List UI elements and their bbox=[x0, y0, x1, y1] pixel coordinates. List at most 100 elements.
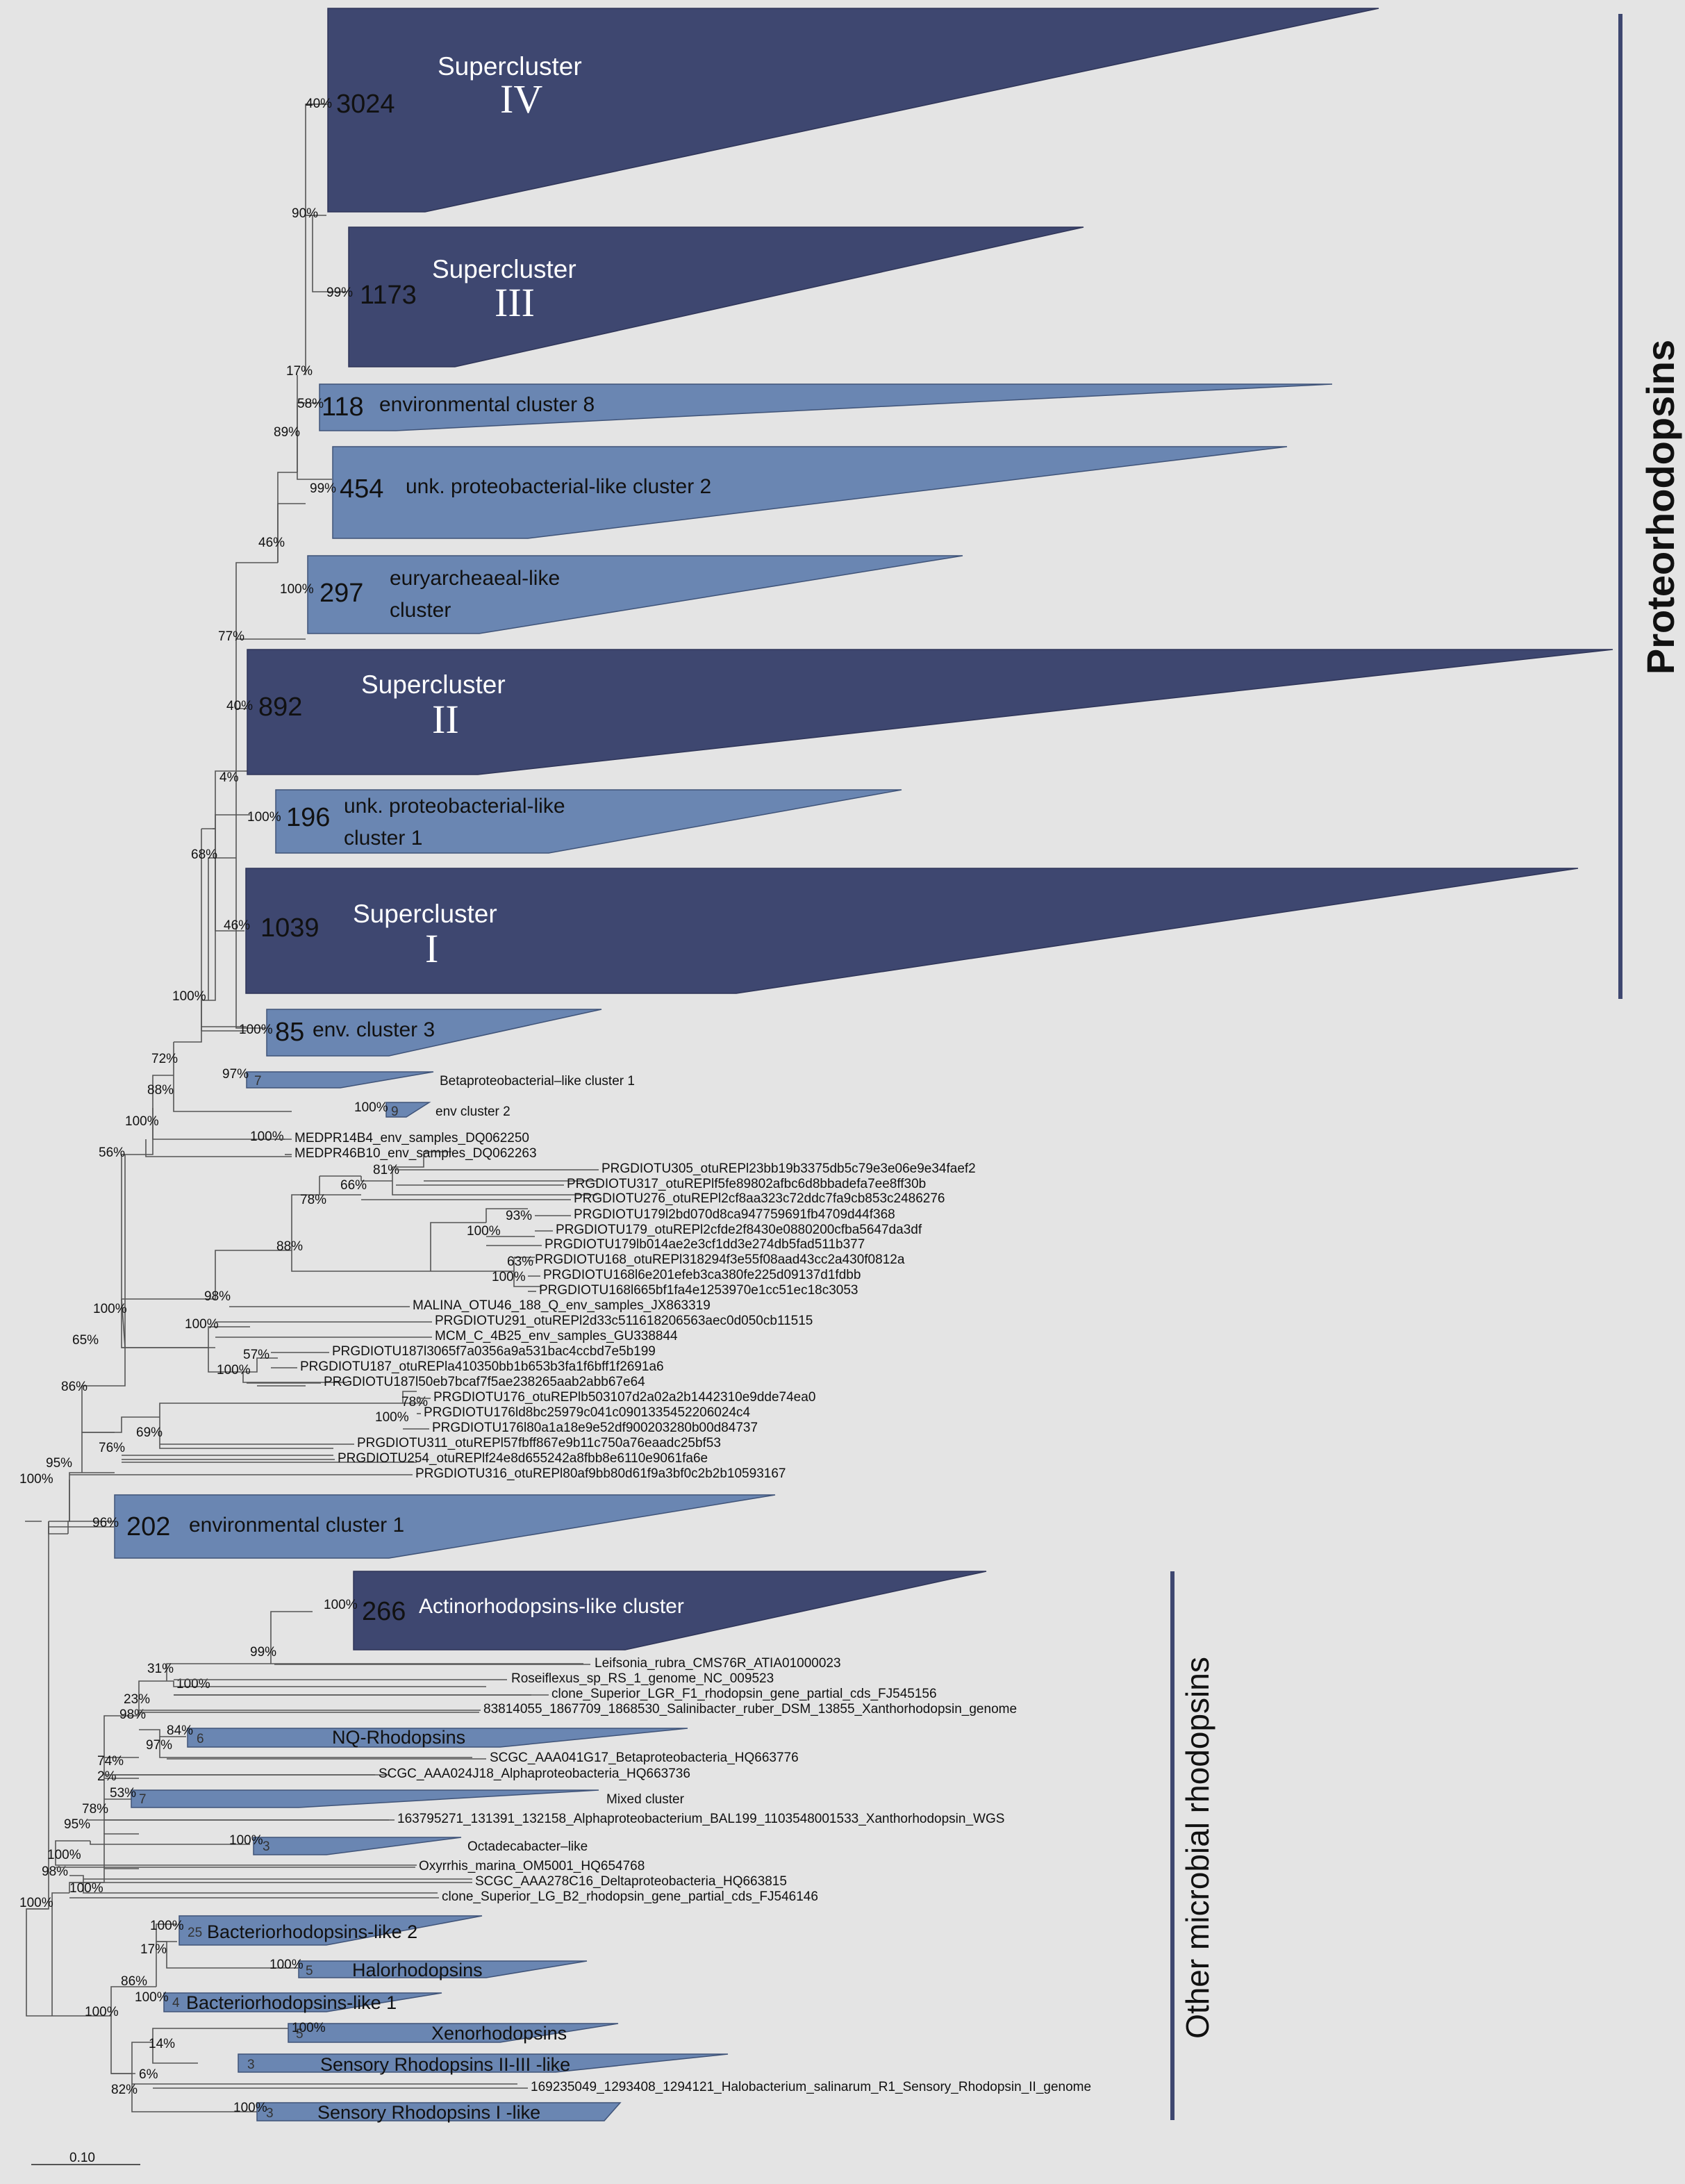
clade-count: 266 bbox=[362, 1597, 406, 1626]
clade-numeral: II bbox=[432, 697, 459, 742]
clade-count: 7 bbox=[139, 1792, 147, 1807]
support-label: 23% bbox=[124, 1692, 150, 1707]
clade-sensory-rhodopsins-i bbox=[256, 2102, 622, 2121]
support-label: 66% bbox=[340, 1178, 367, 1193]
clade-count: 1173 bbox=[360, 281, 417, 310]
leaf-label: PRGDIOTU187l50eb7bcaf7f5ae238265aab2abb6… bbox=[324, 1375, 645, 1389]
support-label: 100% bbox=[229, 1833, 263, 1848]
support-label: 78% bbox=[82, 1802, 108, 1817]
leaf-label: PRGDIOTU305_otuREPl23bb19b3375db5c79e3e0… bbox=[601, 1161, 976, 1176]
support-label: 97% bbox=[222, 1067, 249, 1082]
clade-count: 202 bbox=[126, 1512, 170, 1541]
clade-title: Supercluster bbox=[353, 900, 497, 928]
clade-supercluster-ii bbox=[247, 649, 1613, 775]
support-label: 17% bbox=[286, 364, 313, 379]
leaf-label: MCM_C_4B25_env_samples_GU338844 bbox=[435, 1329, 678, 1343]
support-label: 95% bbox=[64, 1817, 90, 1832]
support-label: 56% bbox=[99, 1145, 125, 1160]
support-label: 100% bbox=[217, 1363, 251, 1378]
support-label: 99% bbox=[310, 481, 336, 496]
leaf-label: PRGDIOTU276_otuREPl2cf8aa323c72ddc7fa9cb… bbox=[574, 1191, 945, 1206]
clade-halorhodopsins bbox=[298, 1960, 588, 1978]
clade-label: Mixed cluster bbox=[606, 1792, 685, 1807]
clade-count: 892 bbox=[258, 693, 302, 722]
clade-label: Halorhodopsins bbox=[352, 1960, 483, 1980]
clade-count: 25 bbox=[188, 1926, 202, 1940]
clade-count: 297 bbox=[319, 579, 363, 608]
branch bbox=[26, 1521, 52, 2017]
support-label: 100% bbox=[125, 1114, 159, 1129]
clade-count: 85 bbox=[275, 1018, 304, 1047]
clade-label-1: unk. proteobacterial-like bbox=[344, 795, 565, 818]
leaf-label: clone_Superior_LGR_F1_rhodopsin_gene_par… bbox=[551, 1687, 937, 1701]
support-label: 100% bbox=[324, 1598, 358, 1612]
support-label: 77% bbox=[218, 629, 244, 644]
support-label: 81% bbox=[373, 1163, 399, 1177]
clade-title: Supercluster bbox=[432, 255, 576, 283]
support-label: 100% bbox=[375, 1410, 409, 1425]
clade-xenorhodopsins bbox=[288, 2023, 619, 2043]
clade-count: 4 bbox=[172, 1996, 180, 2010]
support-label: 68% bbox=[191, 847, 217, 862]
leaf-label: PRGDIOTU176l80a1a18e9e52df900203280b00d8… bbox=[432, 1421, 758, 1435]
clade-label: env cluster 2 bbox=[435, 1105, 511, 1119]
support-label: 98% bbox=[42, 1864, 68, 1879]
leaf-label: PRGDIOTU316_otuREPl80af9bb80d61f9a3bf0c2… bbox=[415, 1466, 786, 1481]
leaf-label: SCGC_AAA041G17_Betaproteobacteria_HQ6637… bbox=[490, 1751, 799, 1765]
leaf-label: PRGDIOTU179_otuREPl2cfde2f8430e0880200cf… bbox=[556, 1223, 922, 1237]
leaf-label: 169235049_1293408_1294121_Halobacterium_… bbox=[531, 2080, 1091, 2094]
clade-nq-rhodopsins bbox=[187, 1728, 688, 1748]
support-label: 100% bbox=[233, 2101, 267, 2115]
clade-count: 454 bbox=[340, 474, 383, 504]
proteorhodopsins-label: Proteorhodopsins bbox=[1638, 340, 1682, 675]
clade-numeral: I bbox=[425, 926, 438, 971]
leaf-label: PRGDIOTU317_otuREPlf5fe89802afbc6d8bbade… bbox=[567, 1177, 926, 1191]
support-label: 100% bbox=[176, 1677, 210, 1691]
clade-label: Betaproteobacterial–like cluster 1 bbox=[440, 1074, 635, 1089]
clade-label-1: euryarcheaeal-like bbox=[390, 567, 560, 590]
leaf-label: PRGDIOTU179l2bd070d8ca947759691fb4709d44… bbox=[574, 1207, 895, 1222]
support-label: 46% bbox=[258, 536, 285, 550]
support-label: 88% bbox=[276, 1239, 303, 1254]
support-label: 14% bbox=[149, 2037, 175, 2051]
clade-label-2: cluster 1 bbox=[344, 827, 422, 850]
clade-label: env. cluster 3 bbox=[313, 1018, 435, 1041]
clade-label: Bacteriorhodopsins-like 1 bbox=[186, 1992, 397, 2013]
leaf-label: MEDPR46B10_env_samples_DQ062263 bbox=[294, 1146, 537, 1161]
support-label: 100% bbox=[250, 1130, 284, 1144]
leaf-label: 83814055_1867709_1868530_Salinibacter_ru… bbox=[483, 1702, 1017, 1716]
clade-proteobacterial-cluster-2 bbox=[332, 446, 1288, 539]
clade-title: Supercluster bbox=[438, 52, 582, 81]
clade-count: 3 bbox=[266, 2106, 274, 2121]
support-label: 100% bbox=[85, 2005, 119, 2019]
clade-count: 7 bbox=[254, 1074, 262, 1089]
support-label: 76% bbox=[99, 1441, 125, 1455]
support-label: 57% bbox=[243, 1348, 269, 1362]
support-label: 93% bbox=[506, 1209, 532, 1223]
support-label: 53% bbox=[110, 1786, 136, 1801]
leaf-label: SCGC_AAA278C16_Deltaproteobacteria_HQ663… bbox=[475, 1874, 787, 1889]
clade-label: unk. proteobacterial-like cluster 2 bbox=[406, 475, 711, 498]
clade-count: 5 bbox=[296, 2027, 304, 2042]
leaf-label: Roseiflexus_sp_RS_1_genome_NC_009523 bbox=[511, 1671, 774, 1686]
clade-octadecabacter-like bbox=[253, 1837, 462, 1855]
clade-title: Supercluster bbox=[361, 670, 506, 699]
leaf-label: SCGC_AAA024J18_Alphaproteobacteria_HQ663… bbox=[379, 1767, 690, 1781]
leaf-label: MEDPR14B4_env_samples_DQ062250 bbox=[294, 1131, 529, 1145]
support-label: 86% bbox=[61, 1380, 88, 1394]
leaf-label: PRGDIOTU168_otuREPl318294f3e55f08aad43cc… bbox=[535, 1252, 905, 1267]
clade-count: 196 bbox=[286, 803, 330, 832]
support-label: 100% bbox=[292, 2021, 326, 2035]
support-label: 40% bbox=[306, 97, 332, 111]
clade-count: 3 bbox=[247, 2058, 255, 2072]
clade-numeral: III bbox=[495, 280, 535, 325]
leaf-labels: MEDPR14B4_env_samples_DQ062250 MEDPR46B1… bbox=[56, 1131, 1091, 2094]
support-label: 89% bbox=[274, 425, 300, 440]
clade-label: NQ-Rhodopsins bbox=[332, 1727, 465, 1748]
support-label: 96% bbox=[92, 1516, 119, 1530]
clade-env-cluster-3 bbox=[266, 1009, 602, 1057]
clade-euryarcheaeal-like bbox=[307, 555, 963, 634]
clade-count: 1039 bbox=[260, 913, 319, 943]
clade-supercluster-iii bbox=[348, 226, 1084, 367]
support-label: 95% bbox=[46, 1456, 72, 1471]
